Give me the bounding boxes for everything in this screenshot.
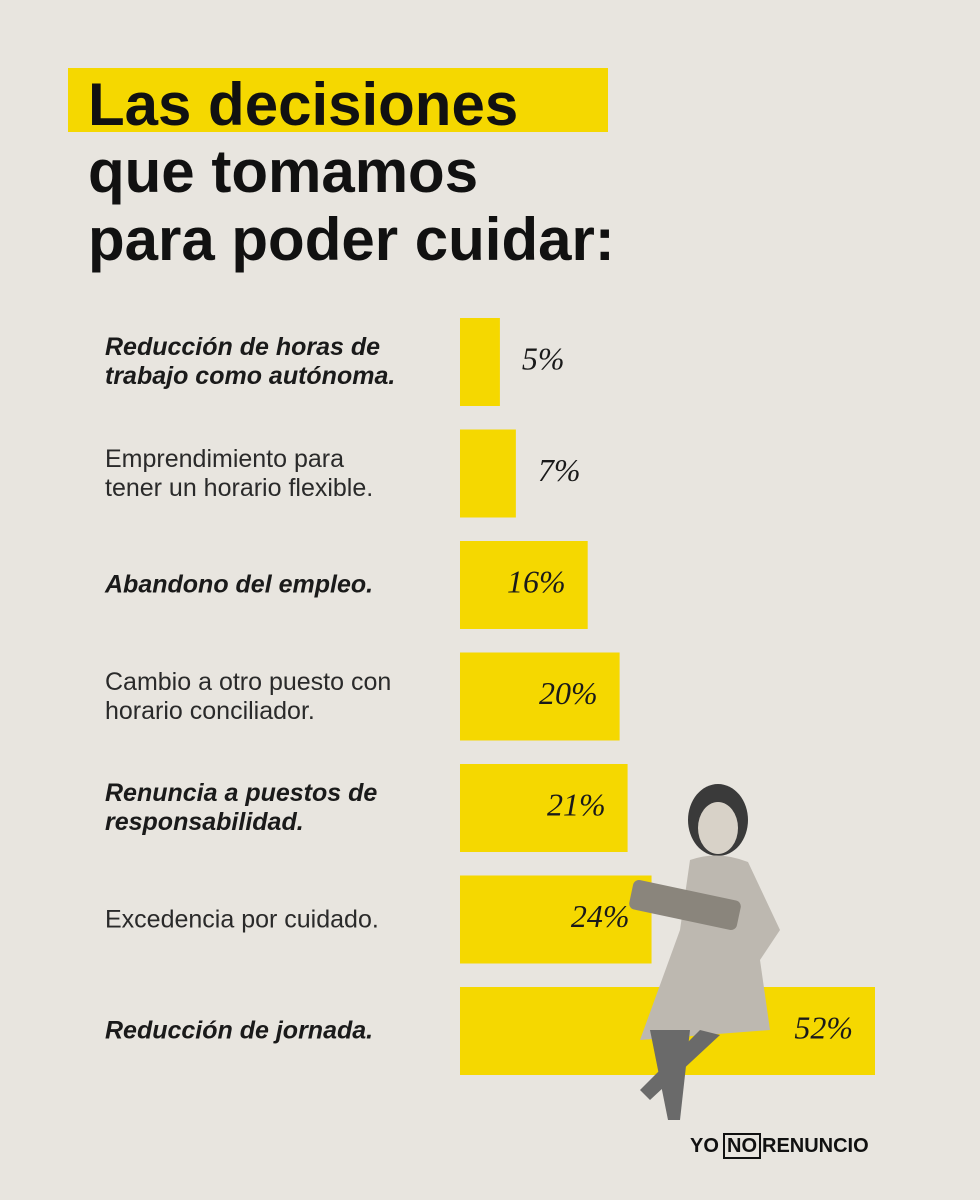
value-label: 24%	[571, 898, 630, 934]
value-label: 20%	[539, 675, 598, 711]
brand-box	[723, 1133, 761, 1159]
brand-no: NO	[727, 1135, 757, 1157]
brand-yo: YO	[690, 1135, 719, 1157]
category-label: Emprendimiento para tener un horario fle…	[105, 444, 374, 502]
bar	[460, 652, 620, 741]
title-highlight	[68, 68, 608, 132]
title-line: que tomamos	[88, 138, 478, 205]
woman-figure	[629, 784, 780, 1120]
value-label: 52%	[794, 1009, 853, 1045]
brand-renuncio: RENUNCIO	[762, 1135, 869, 1157]
value-label: 5%	[522, 340, 565, 376]
title-line: para poder cuidar:	[88, 206, 615, 273]
value-label: 21%	[547, 786, 606, 822]
category-label: Reducción de jornada.	[105, 1016, 374, 1045]
category-label: Excedencia por cuidado.	[105, 905, 379, 933]
category-label: Abandono del empleo.	[105, 570, 374, 599]
category-label: Reducción de horas de trabajo como autón…	[105, 333, 396, 390]
title-line: Las decisiones	[88, 71, 518, 138]
value-label: 7%	[538, 452, 581, 488]
bar	[460, 429, 516, 518]
value-label: 16%	[507, 563, 566, 599]
bar	[460, 764, 628, 852]
bar	[460, 541, 588, 629]
bar	[460, 875, 652, 964]
category-label: Cambio a otro puesto con horario concili…	[105, 667, 392, 725]
category-label: Renuncia a puestos de responsabilidad.	[105, 779, 378, 836]
bar	[460, 318, 500, 406]
